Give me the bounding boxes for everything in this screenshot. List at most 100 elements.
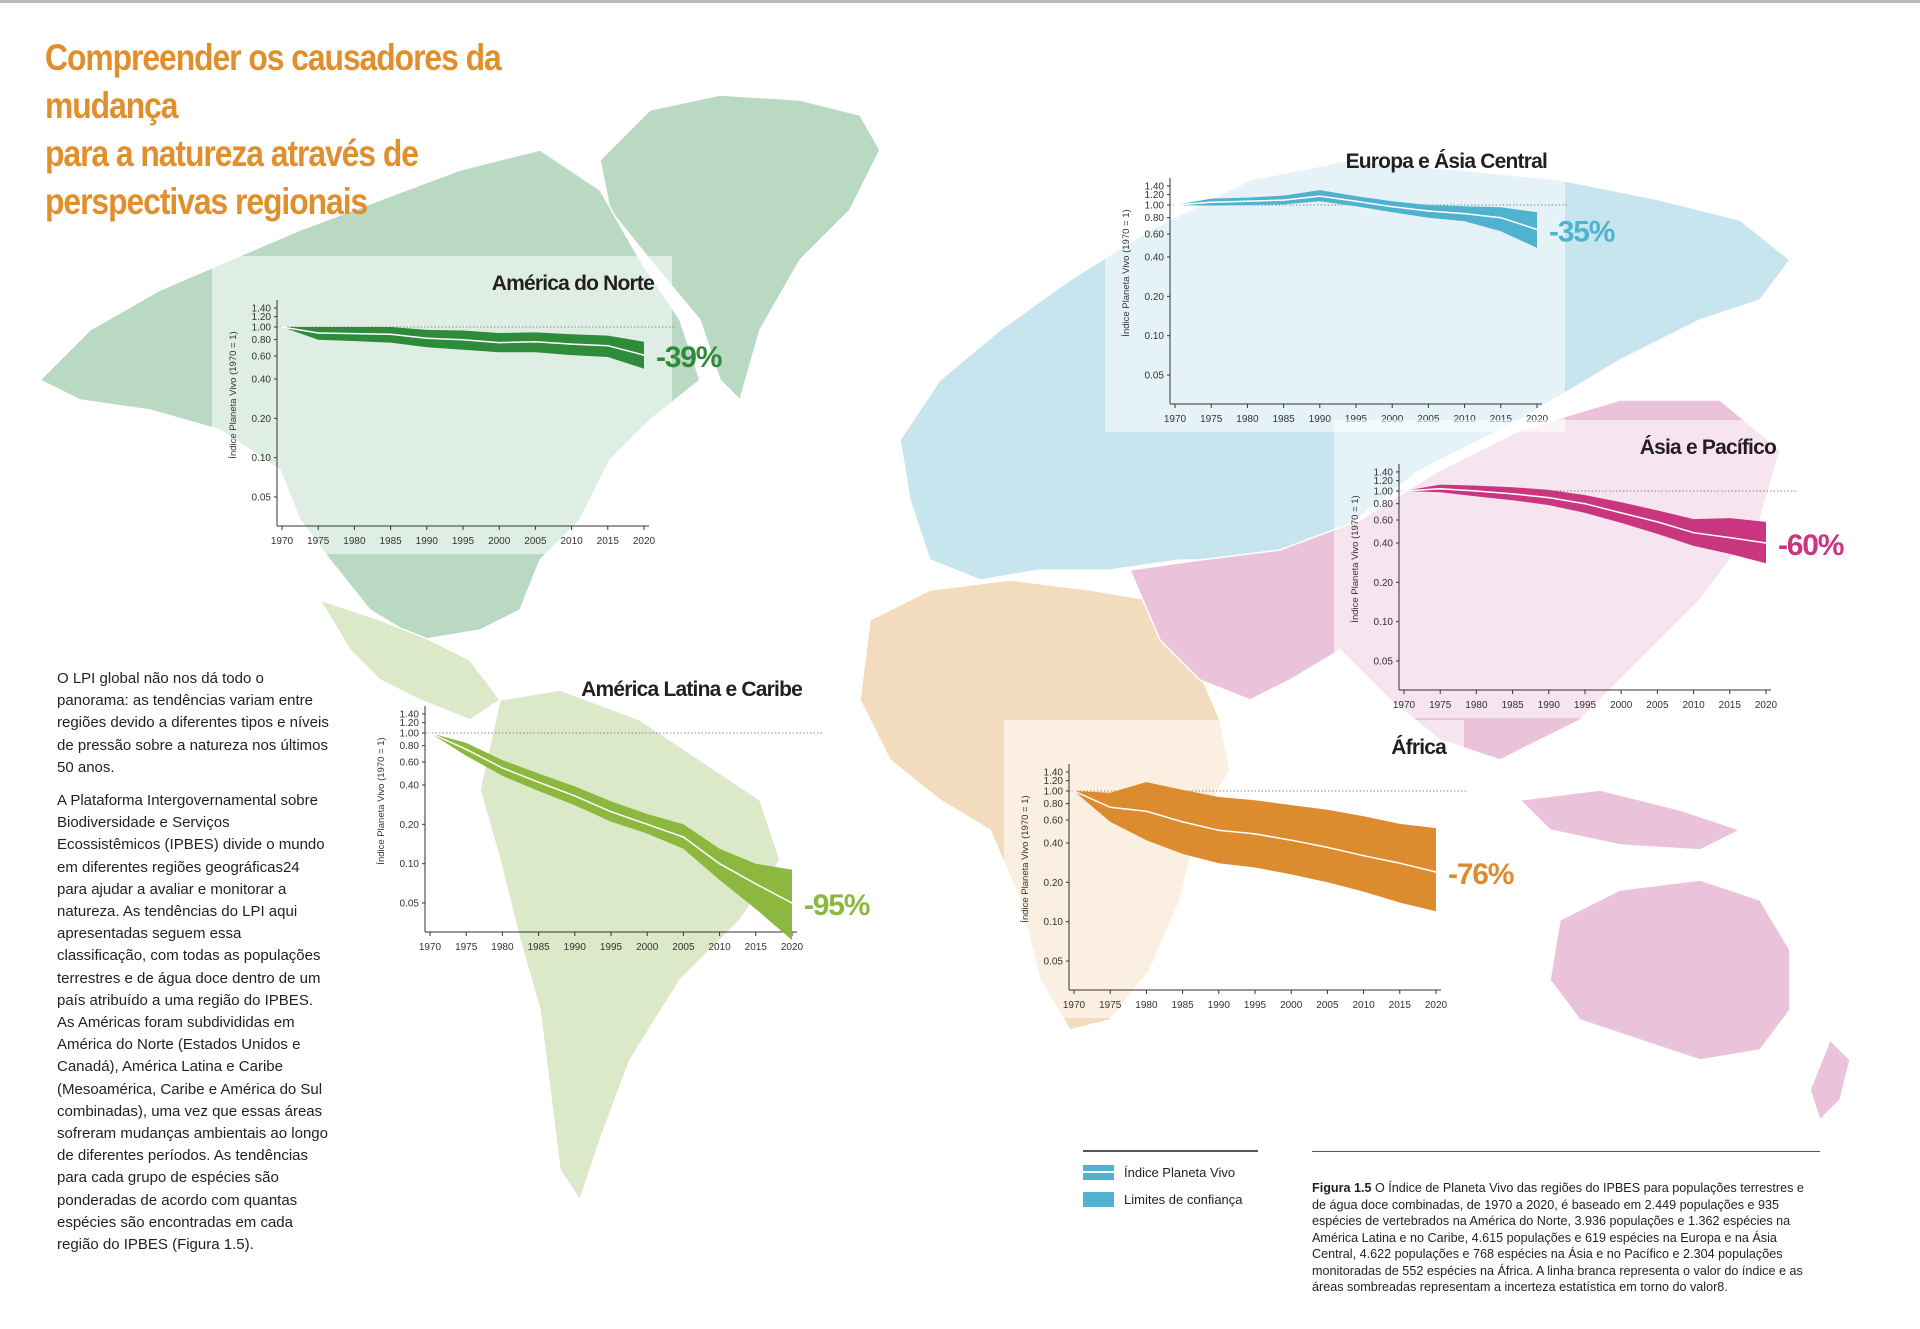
confidence-band	[430, 733, 792, 941]
caption-text: O Índice de Planeta Vivo das regiões do …	[1312, 1181, 1804, 1294]
index-point	[573, 795, 576, 797]
top-rule	[0, 0, 1920, 3]
x-tick-label: 2010	[708, 942, 731, 953]
legend-swatch-index	[1083, 1165, 1114, 1180]
y-axis-label: Índice Planeta Vivo (1970 = 1)	[376, 737, 387, 864]
y-tick-label: 0.40	[400, 781, 420, 792]
x-tick-label: 1990	[1538, 700, 1561, 711]
y-tick-label: 1.40	[1145, 181, 1165, 192]
index-point	[1217, 829, 1220, 832]
x-tick-label: 1980	[1236, 414, 1259, 425]
y-tick-label: 0.20	[1145, 292, 1165, 303]
y-tick-label: 1.00	[252, 323, 272, 334]
legend-item-ci: Limites de confiança	[1083, 1192, 1313, 1207]
index-point	[646, 823, 649, 826]
index-point	[1362, 854, 1365, 857]
y-tick-label: 0.60	[400, 757, 420, 768]
x-tick-label: 1985	[1171, 1000, 1194, 1011]
x-tick-label: 2005	[524, 536, 547, 547]
index-point	[1547, 496, 1550, 499]
y-tick-label: 0.05	[400, 899, 420, 910]
index-point	[1692, 531, 1695, 534]
x-tick-label: 2010	[1453, 414, 1476, 425]
x-tick-label: 1990	[1309, 414, 1332, 425]
index-point	[718, 862, 721, 865]
y-tick-label: 0.80	[400, 741, 420, 752]
y-tick-label: 0.20	[400, 820, 420, 831]
index-point	[389, 333, 392, 336]
chart-panel-bg	[1105, 134, 1565, 432]
chart-title: América Latina e Caribe	[581, 678, 802, 701]
chart-legend: Índice Planeta Vivo Limites de confiança	[1083, 1165, 1313, 1219]
x-tick-label: 2015	[1389, 1000, 1412, 1011]
x-tick-label: 2015	[1719, 700, 1742, 711]
index-point	[1290, 839, 1293, 842]
index-point	[1318, 195, 1321, 197]
y-tick-label: 0.10	[1044, 917, 1064, 928]
y-tick-label: 0.80	[252, 335, 272, 346]
change-percent: -35%	[1549, 215, 1615, 248]
index-point	[1427, 210, 1430, 212]
chart-asia-pacific: 1.401.201.000.80 0.60 0.40 0.20 0.10 0.05 1970…	[1334, 420, 1845, 718]
index-point	[643, 354, 645, 356]
x-tick-label: 2000	[488, 536, 511, 547]
legend-label-index: Índice Planeta Vivo	[1124, 1165, 1236, 1180]
index-point	[1109, 806, 1112, 809]
y-tick-label: 0.20	[252, 414, 272, 425]
confidence-band	[1074, 782, 1436, 912]
y-tick-label: 0.05	[1145, 371, 1165, 382]
index-point	[682, 836, 685, 838]
index-point	[353, 332, 356, 335]
region-latin-america	[479, 689, 781, 1202]
index-point	[570, 343, 573, 345]
x-tick-label: 1975	[455, 942, 478, 953]
confidence-band	[1175, 190, 1537, 248]
index-point	[1620, 512, 1623, 514]
index-point	[1073, 790, 1075, 792]
change-percent: -95%	[804, 889, 870, 922]
y-axis-label: Índice Planeta Vivo (1970 = 1)	[1020, 795, 1031, 922]
index-point	[1145, 810, 1148, 813]
y-tick-label: 0.60	[1374, 515, 1394, 526]
index-point	[754, 883, 757, 885]
x-tick-label: 1980	[343, 536, 366, 547]
y-tick-label: 1.40	[1374, 467, 1394, 478]
index-point	[1656, 521, 1659, 523]
chart-panel-bg	[1334, 420, 1794, 718]
index-point	[425, 337, 428, 340]
y-tick-label: 1.20	[1044, 776, 1064, 787]
x-tick-label: 1995	[1244, 1000, 1267, 1011]
y-tick-label: 1.40	[400, 709, 420, 720]
x-tick-label: 1995	[1345, 414, 1368, 425]
index-point	[1463, 212, 1466, 215]
x-tick-label: 2005	[1646, 700, 1669, 711]
x-tick-label: 2010	[1682, 700, 1705, 711]
index-point	[1511, 493, 1514, 495]
legend-item-index: Índice Planeta Vivo	[1083, 1165, 1313, 1180]
x-tick-label: 1980	[1135, 1000, 1158, 1011]
chart-africa: 1.401.201.000.80 0.60 0.40 0.20 0.10 0.05 1970…	[1004, 720, 1515, 1018]
change-percent: -76%	[1448, 858, 1514, 891]
confidence-band	[1404, 484, 1766, 564]
index-point	[1439, 487, 1442, 490]
y-tick-label: 1.00	[400, 729, 420, 740]
x-tick-label: 1985	[379, 536, 402, 547]
intro-text: O LPI global não nos dá todo o panorama:…	[57, 668, 329, 1267]
index-point	[498, 341, 501, 344]
region-new-zealand	[1809, 1038, 1851, 1122]
caption-figure-label: Figura 1.5	[1312, 1181, 1372, 1195]
x-tick-label: 1970	[1164, 414, 1187, 425]
title-line-2: para a natureza através de	[45, 133, 419, 174]
y-tick-label: 0.60	[1145, 229, 1165, 240]
x-tick-label: 1980	[491, 942, 514, 953]
y-axis-label: Índice Planeta Vivo (1970 = 1)	[228, 331, 239, 458]
x-tick-label: 1980	[1465, 700, 1488, 711]
y-tick-label: 1.20	[1145, 190, 1165, 201]
page-title: Compreender os causadores da mudança par…	[45, 34, 527, 226]
y-tick-label: 0.20	[1044, 878, 1064, 889]
x-tick-label: 2005	[1417, 414, 1440, 425]
x-tick-label: 1975	[1099, 1000, 1122, 1011]
chart-title: Europa e Ásia Central	[1346, 150, 1547, 173]
x-tick-label: 1985	[1272, 414, 1295, 425]
y-tick-label: 0.10	[1145, 331, 1165, 342]
